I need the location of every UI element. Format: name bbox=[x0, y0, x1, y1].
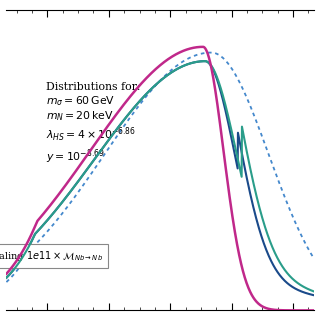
Text: Distributions for:
$m_{\sigma}=60\,\mathrm{GeV}$
$m_N=20\,\mathrm{keV}$
$\lambda: Distributions for: $m_{\sigma}=60\,\math… bbox=[46, 82, 141, 166]
Text: scaling $1e11 \times \mathcal{M}_{Nb\to Nb}$: scaling $1e11 \times \mathcal{M}_{Nb\to … bbox=[0, 249, 103, 263]
